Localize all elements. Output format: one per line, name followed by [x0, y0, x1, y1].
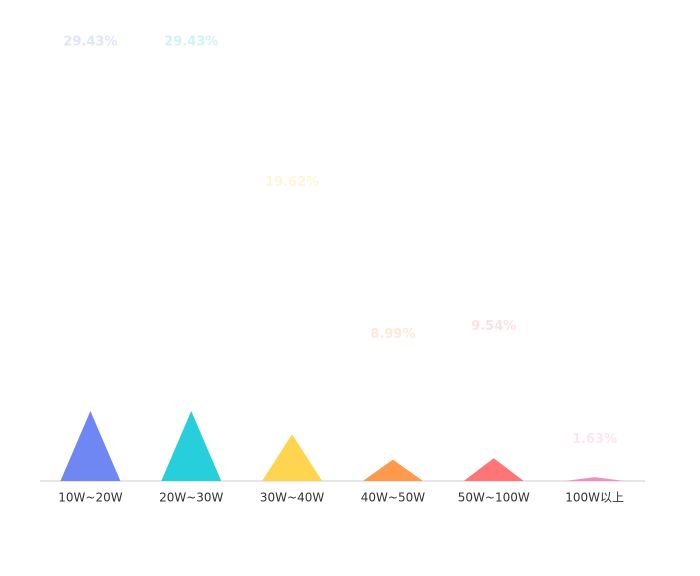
triangle-bar [564, 477, 625, 481]
x-tick-label: 30W~40W [260, 491, 324, 505]
x-tick-label: 20W~30W [159, 491, 223, 505]
triangle-bar [161, 410, 222, 481]
value-label: 1.63% [572, 432, 617, 447]
triangle-bar [60, 410, 121, 481]
value-label: 9.54% [471, 319, 516, 334]
value-label: 29.43% [63, 35, 117, 50]
x-tick-label: 10W~20W [58, 491, 122, 505]
x-tick-label: 40W~50W [361, 491, 425, 505]
x-tick-label: 50W~100W [458, 491, 530, 505]
triangle-bar [362, 459, 423, 481]
triangle-bar [463, 458, 524, 481]
value-label: 29.43% [164, 35, 218, 50]
triangle-bar [262, 434, 323, 481]
value-label: 8.99% [370, 327, 415, 342]
x-tick-label: 100W以上 [565, 491, 624, 505]
value-label: 19.62% [265, 175, 319, 190]
